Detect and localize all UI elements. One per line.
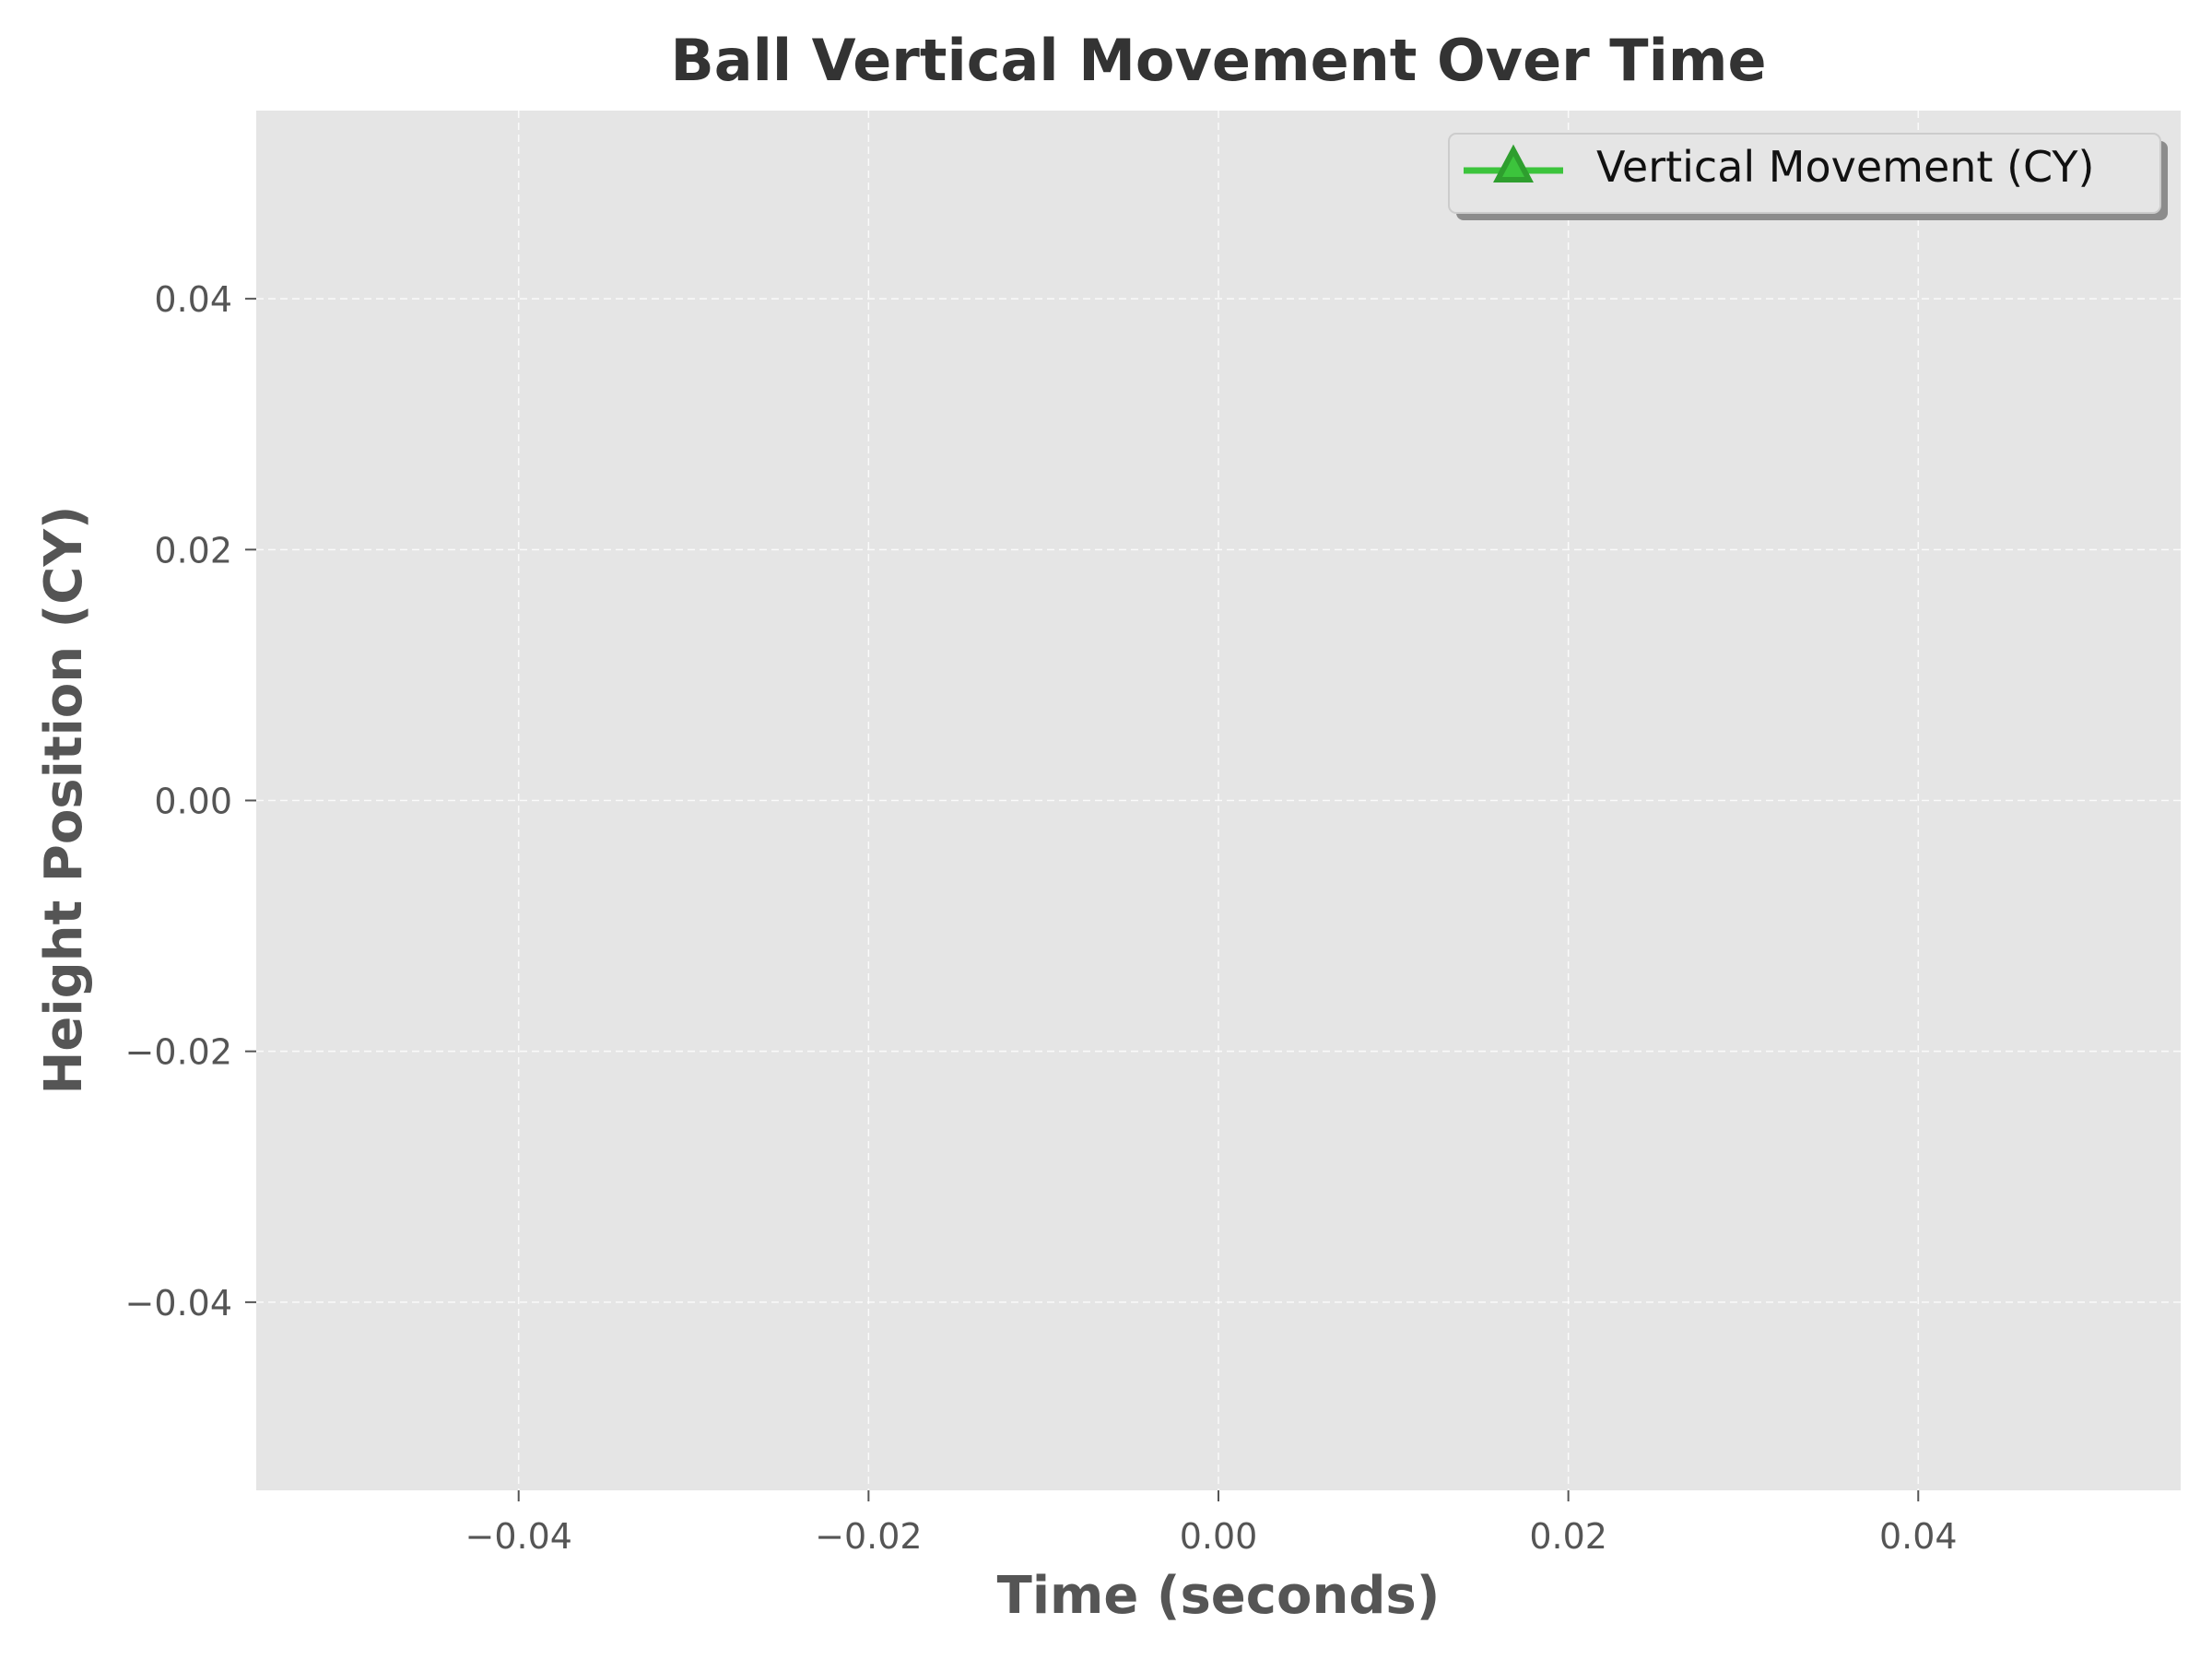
- x-tick-label: −0.02: [815, 1516, 922, 1557]
- y-tick-label: 0.00: [154, 782, 232, 822]
- legend-label: Vertical Movement (CY): [1596, 142, 2094, 192]
- y-axis: −0.04 −0.02 0.00 0.02 0.04: [125, 279, 256, 1324]
- x-tick-label: −0.04: [465, 1516, 572, 1557]
- x-axis-label: Time (seconds): [997, 1566, 1441, 1626]
- x-tick-label: 0.00: [1180, 1516, 1258, 1557]
- legend: Vertical Movement (CY): [1449, 134, 2168, 220]
- y-tick-label: −0.04: [125, 1283, 232, 1324]
- y-tick-label: 0.04: [154, 279, 232, 320]
- y-tick-label: −0.02: [125, 1032, 232, 1073]
- x-tick-label: 0.04: [1879, 1516, 1958, 1557]
- x-tick-label: 0.02: [1529, 1516, 1607, 1557]
- x-axis: −0.04 −0.02 0.00 0.02 0.04: [465, 1490, 1958, 1557]
- chart-title: Ball Vertical Movement Over Time: [670, 27, 1766, 94]
- y-axis-label: Height Position (CY): [34, 506, 94, 1095]
- y-tick-label: 0.02: [154, 530, 232, 571]
